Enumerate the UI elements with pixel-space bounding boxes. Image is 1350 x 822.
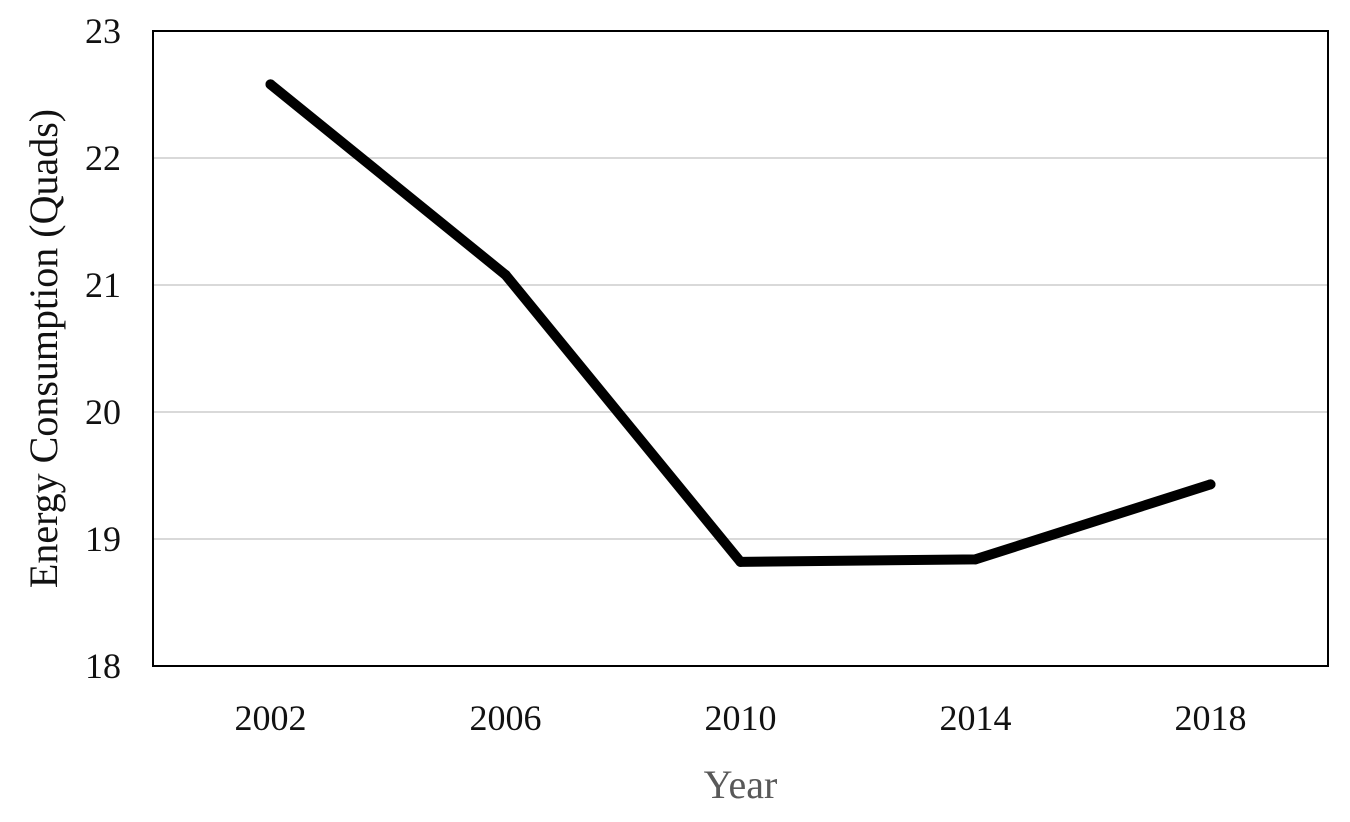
data-point: [265, 79, 276, 90]
data-point: [1205, 479, 1216, 490]
y-axis-title: Energy Consumption (Quads): [21, 109, 66, 588]
series-line: [265, 79, 1216, 567]
data-point: [970, 554, 981, 565]
x-axis-ticks: 2002 2006 2010 2014 2018: [235, 698, 1247, 738]
x-axis-title: Year: [704, 762, 778, 807]
y-axis-ticks: 18 19 20 21 22 23: [85, 11, 121, 686]
x-tick-label: 2014: [940, 698, 1012, 738]
data-point: [500, 269, 511, 280]
x-tick-label: 2002: [235, 698, 307, 738]
y-tick-label: 22: [85, 138, 121, 178]
data-point: [735, 556, 746, 567]
y-tick-label: 19: [85, 519, 121, 559]
plot-area: [152, 30, 1329, 667]
y-tick-label: 18: [85, 646, 121, 686]
series-group: [265, 79, 1216, 567]
x-tick-label: 2006: [470, 698, 542, 738]
grid-lines: [153, 157, 1328, 540]
y-tick-label: 20: [85, 392, 121, 432]
y-tick-label: 23: [85, 11, 121, 51]
x-tick-label: 2010: [705, 698, 777, 738]
x-tick-label: 2018: [1175, 698, 1247, 738]
y-tick-label: 21: [85, 265, 121, 305]
